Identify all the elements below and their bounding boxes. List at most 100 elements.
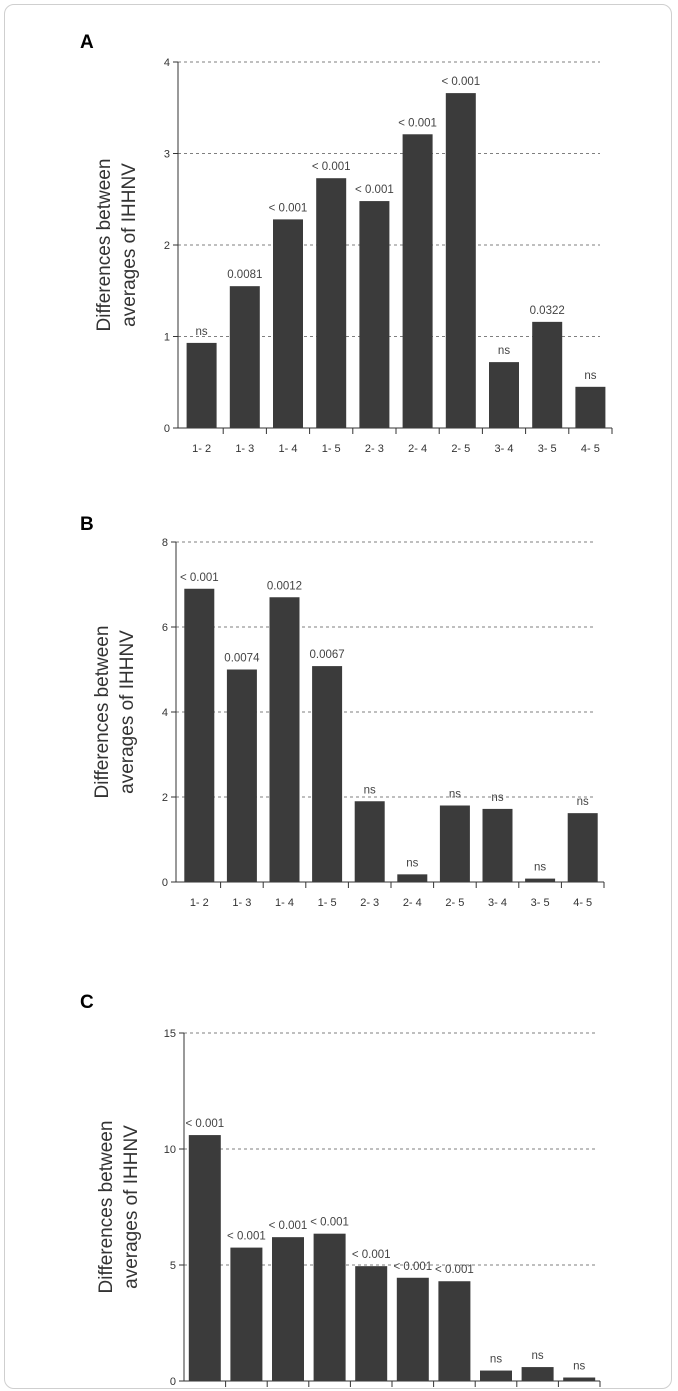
bar	[316, 178, 347, 428]
bar	[230, 1247, 263, 1381]
bar-annotation: ns	[498, 345, 510, 357]
y-axis-label-line: averages of IHHNV	[117, 630, 138, 794]
x-tick-label: 2- 4	[403, 897, 422, 909]
bar-annotation: ns	[449, 789, 461, 801]
bar-annotation: 0.0012	[267, 580, 302, 592]
y-tick-label: 4	[162, 707, 168, 719]
bar	[445, 93, 476, 429]
bar	[521, 1367, 554, 1381]
x-tick-label: 1- 4	[275, 897, 294, 909]
bar	[354, 801, 385, 882]
bar	[532, 321, 563, 428]
bar-annotation: < 0.001	[269, 202, 308, 214]
bar	[273, 219, 303, 428]
bar-annotation: ns	[573, 1361, 585, 1373]
bar-annotation: 0.0067	[310, 649, 345, 661]
bar	[575, 386, 606, 428]
bar	[563, 1377, 596, 1381]
y-axis-label: Differences between averages of IHHNV	[96, 1121, 142, 1294]
y-tick-label: 0	[164, 423, 170, 435]
y-tick-label: 4	[164, 57, 170, 69]
panel-label: B	[80, 514, 94, 535]
chart-svg-a: A 0 1 2 3 4 ns 1- 2 0.0081 1- 3 < 0.001 1- 4 < 0.001…	[80, 32, 613, 455]
y-tick-label: 2	[164, 240, 170, 252]
y-axis-label: Differences between averages of IHHNV	[94, 159, 140, 332]
bar-annotation: < 0.001	[269, 1220, 308, 1232]
x-tick-label: 4- 5	[581, 443, 600, 455]
x-tick-label: 3- 4	[495, 443, 514, 455]
y-tick-label: 0	[162, 877, 168, 889]
x-tick-label: 1- 2	[192, 443, 211, 455]
x-tick-label: 2- 5	[451, 443, 470, 455]
bar-annotation: < 0.001	[355, 184, 394, 196]
bar-annotation: ns	[406, 857, 418, 869]
bar	[312, 666, 343, 882]
x-tick-label: 2- 3	[365, 443, 384, 455]
x-tick-label: 2- 3	[360, 897, 379, 909]
bar	[397, 874, 428, 882]
y-axis-label-line: averages of IHHNV	[121, 1125, 142, 1289]
bar	[226, 669, 257, 882]
y-tick-label: 8	[162, 537, 168, 549]
x-tick-label: 1- 3	[232, 897, 251, 909]
bar-annotation: < 0.001	[441, 76, 480, 88]
y-tick-label: 2	[162, 792, 168, 804]
bar	[359, 201, 390, 428]
x-tick-label: 3- 4	[488, 897, 507, 909]
y-tick-label: 3	[164, 149, 170, 161]
bar	[188, 1135, 221, 1381]
bar-annotation: ns	[584, 370, 596, 382]
chart-panel-a: A 0 1 2 3 4 ns 1- 2 0.0081 1- 3 < 0.001 1- 4 < 0.001…	[0, 0, 678, 460]
bar-annotation: ns	[196, 326, 208, 338]
bar-annotation: ns	[490, 1354, 502, 1366]
x-tick-label: 4- 5	[573, 897, 592, 909]
y-tick-label: 5	[170, 1260, 176, 1272]
bar	[438, 1281, 471, 1381]
panel-label: C	[80, 992, 94, 1013]
bar-annotation: < 0.001	[393, 1261, 432, 1273]
x-tick-label: 2- 5	[445, 897, 464, 909]
bar	[567, 813, 598, 882]
figure-frame	[4, 4, 672, 1389]
panel-label: A	[80, 32, 94, 53]
bar	[525, 878, 556, 882]
bar	[355, 1266, 388, 1381]
chart-svg-b: B 0 2 4 6 8 < 0.001 1- 2 0.0074 1- 3 0.0012 1- 4 0.0…	[80, 514, 605, 909]
bar	[489, 362, 519, 428]
bar-annotation: < 0.001	[227, 1231, 266, 1243]
bar	[439, 805, 470, 882]
y-tick-label: 6	[162, 622, 168, 634]
x-tick-label: 2- 4	[408, 443, 427, 455]
bar	[396, 1277, 429, 1381]
bar-annotation: < 0.001	[312, 161, 351, 173]
x-tick-label: 3- 5	[538, 443, 557, 455]
x-tick-label: 1- 4	[279, 443, 298, 455]
x-tick-label: 1- 2	[190, 897, 209, 909]
bar	[402, 134, 433, 428]
x-tick-label: 3- 5	[531, 897, 550, 909]
bar-annotation: < 0.001	[180, 572, 219, 584]
bar-annotation: < 0.001	[185, 1118, 224, 1130]
x-tick-label: 1- 3	[235, 443, 254, 455]
chart-panel-b: B 0 2 4 6 8 < 0.001 1- 2 0.0074 1- 3 0.0012 1- 4 0.0…	[0, 460, 678, 920]
bar-annotation: ns	[491, 792, 503, 804]
bar	[480, 1370, 512, 1381]
bar-annotation: < 0.001	[352, 1249, 391, 1261]
y-axis-label-line: Differences between	[94, 159, 115, 332]
bar-annotation: 0.0074	[224, 653, 260, 665]
bar	[313, 1233, 346, 1381]
y-tick-label: 0	[170, 1376, 176, 1388]
bar	[269, 597, 300, 882]
bar	[184, 588, 215, 882]
x-tick-label: 1- 5	[318, 897, 337, 909]
y-axis-label-line: Differences between	[96, 1121, 117, 1294]
bar-annotation: ns	[532, 1350, 544, 1362]
bar-annotation: ns	[364, 784, 376, 796]
y-axis-label-line: Differences between	[92, 626, 113, 799]
y-tick-label: 1	[164, 332, 170, 344]
x-tick-label: 1- 5	[322, 443, 341, 455]
y-axis-label: Differences between averages of IHHNV	[92, 626, 138, 799]
